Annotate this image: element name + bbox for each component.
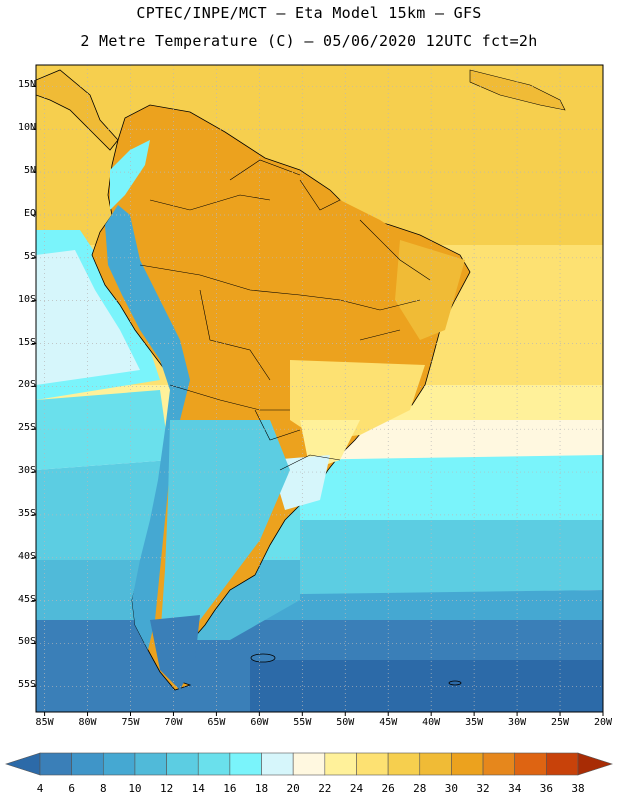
lon-label: 40W [422, 717, 441, 728]
colorbar-box [324, 752, 357, 776]
caribbean-islands [469, 69, 566, 111]
northeast-hot [395, 240, 465, 340]
colorbar-label: 10 [128, 782, 142, 795]
colorbar-box [166, 752, 199, 776]
brazil-warm-zone [170, 180, 440, 360]
colorbar-box [419, 752, 452, 776]
colorbar-box [356, 752, 389, 776]
south-atlantic-14 [300, 520, 603, 595]
colorbar-box [39, 752, 72, 776]
colorbar-arrow-left [5, 752, 41, 776]
colorbar-label: 16 [223, 782, 237, 795]
south-atlantic-18 [290, 455, 603, 520]
map-title: CPTEC/INPE/MCT – Eta Model 15km – GFS [136, 4, 482, 22]
colorbar-label: 20 [286, 782, 300, 795]
map-frame [35, 64, 604, 713]
colorbar-box [229, 752, 262, 776]
colorbar-box [387, 752, 421, 776]
southern-tip-cold [150, 615, 200, 690]
south-pacific-14 [36, 460, 170, 560]
colorbar-box [197, 752, 231, 776]
gridlines [36, 65, 604, 712]
colorbar-label: 12 [159, 782, 174, 795]
lon-label: 50W [336, 717, 355, 728]
lon-label: 85W [35, 717, 54, 728]
lat-label: 50S [17, 636, 36, 648]
colorbar-box [102, 752, 136, 776]
lat-label: 5S [23, 250, 36, 262]
lat-label: 35S [17, 507, 36, 519]
colorbar [5, 752, 613, 776]
lon-label: 35W [465, 717, 484, 728]
lat-label: 15N [17, 79, 36, 91]
axis-ticks [32, 85, 604, 716]
lon-label: 75W [121, 717, 140, 728]
lon-label: 65W [207, 717, 226, 728]
colorbar-arrow-right [577, 752, 613, 776]
colombia-andes [110, 140, 150, 210]
colorbar-label: 24 [349, 782, 364, 795]
country-borders [139, 159, 431, 471]
patagonia-cool [160, 420, 290, 660]
falkland-islands [250, 653, 276, 663]
colorbar-label: 30 [444, 782, 459, 795]
colorbar-label: 22 [318, 782, 332, 795]
lon-label: 25W [551, 717, 570, 728]
lat-label: 40S [17, 550, 36, 562]
colorbar-label: 4 [36, 782, 44, 795]
temperature-map [32, 64, 604, 716]
colorbar-label: 36 [539, 782, 553, 795]
south-pacific-16 [36, 390, 170, 470]
colorbar-box [71, 752, 104, 776]
colorbar-box [451, 752, 484, 776]
colorbar-label: 28 [413, 782, 427, 795]
south-ocean-6 [250, 660, 603, 712]
pacific-tongue [36, 250, 140, 385]
lat-label: 5N [23, 165, 36, 177]
colorbar-label: 26 [381, 782, 395, 795]
lon-label: 60W [250, 717, 269, 728]
colorbar-box [546, 752, 579, 776]
map-field [36, 65, 603, 712]
lon-label: 70W [164, 717, 183, 728]
lat-label: 10S [17, 293, 36, 305]
lat-label: 30S [17, 465, 36, 477]
colorbar-label: 38 [571, 782, 585, 795]
colorbar-label: 8 [99, 782, 107, 795]
colorbar-label: 32 [476, 782, 490, 795]
lat-label: 45S [17, 593, 36, 605]
lon-label: 55W [293, 717, 312, 728]
colorbar-label: 14 [191, 782, 205, 795]
lat-label: 10N [17, 122, 36, 134]
colorbar-label: 6 [68, 782, 75, 795]
colorbar-label: 18 [254, 782, 269, 795]
colorbar-box [261, 752, 294, 776]
lat-label: 15S [17, 336, 36, 348]
colorbar-box [292, 752, 326, 776]
lon-label: 30W [508, 717, 527, 728]
colorbar-box [134, 752, 167, 776]
lat-label: EQ [23, 207, 36, 219]
colorbar-label: 34 [508, 782, 522, 795]
lat-label: 20S [17, 379, 36, 391]
colorbar-box [514, 752, 547, 776]
lat-label: 55S [17, 679, 36, 691]
lon-label: 20W [593, 717, 613, 728]
map-subtitle: 2 Metre Temperature (C) – 05/06/2020 12U… [80, 32, 538, 50]
lat-label: 25S [17, 422, 36, 434]
lon-label: 80W [78, 717, 97, 728]
lon-label: 45W [379, 717, 398, 728]
south-georgia [448, 680, 462, 686]
colorbar-box [482, 752, 516, 776]
